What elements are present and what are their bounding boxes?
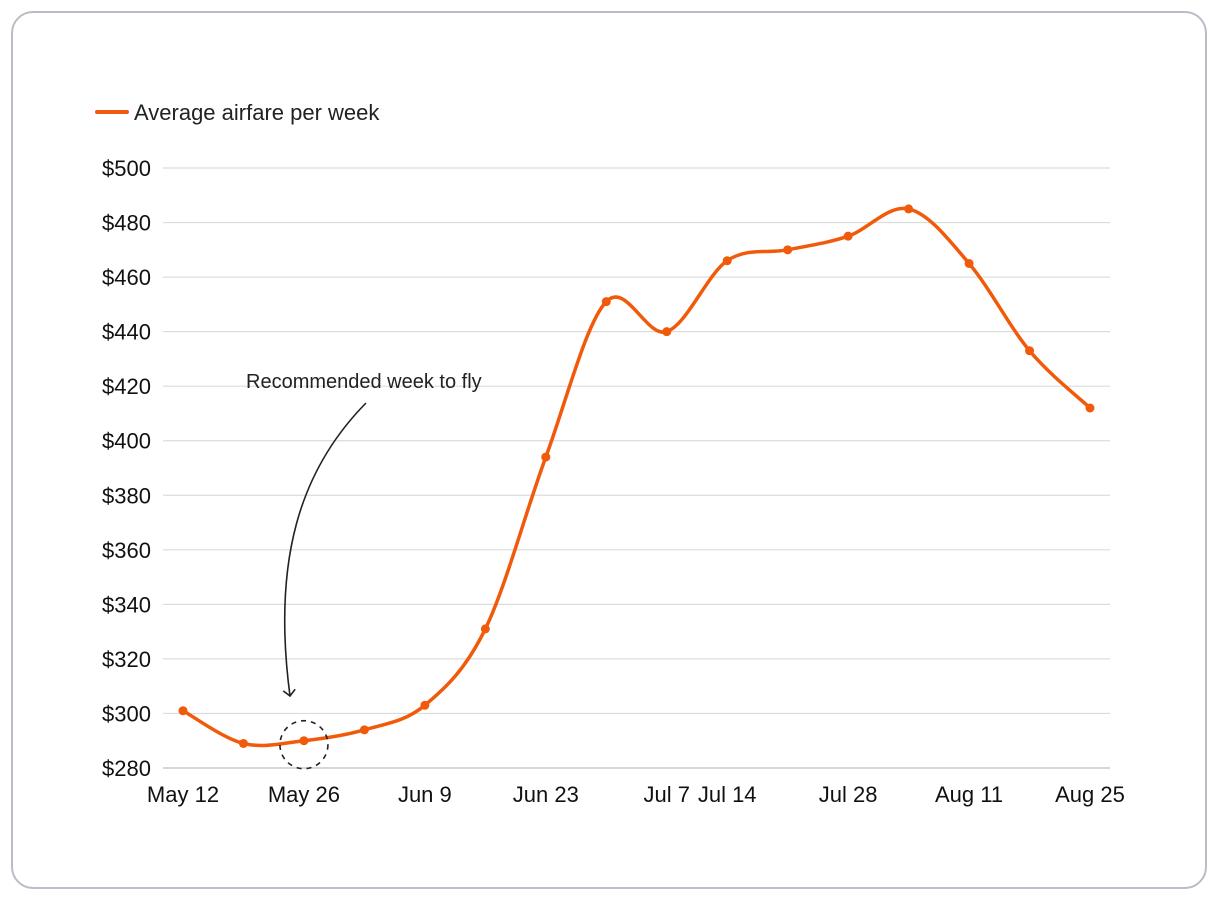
data-point	[178, 706, 188, 716]
data-point	[601, 297, 611, 307]
data-point	[904, 204, 914, 214]
y-tick-label: $320	[102, 647, 151, 672]
y-tick-label: $280	[102, 756, 151, 781]
y-tick-label: $480	[102, 211, 151, 236]
data-point	[541, 452, 551, 462]
y-tick-label: $400	[102, 429, 151, 454]
data-point	[299, 736, 309, 746]
x-tick-label: Aug 11	[935, 782, 1003, 807]
y-tick-label: $420	[102, 374, 151, 399]
y-tick-label: $300	[102, 701, 151, 726]
data-point	[964, 258, 974, 268]
x-tick-label: Jun 23	[513, 782, 579, 807]
annotation-highlight-circle	[279, 719, 329, 770]
y-tick-label: $440	[102, 320, 151, 345]
y-tick-label: $460	[102, 265, 151, 290]
data-point	[359, 725, 369, 735]
legend-label: Average airfare per week	[134, 100, 380, 125]
data-point	[783, 245, 793, 255]
x-tick-label: Aug 25	[1055, 782, 1125, 807]
data-point	[662, 327, 672, 337]
series-points	[178, 204, 1095, 748]
data-point	[843, 231, 853, 241]
annotation: Recommended week to fly	[246, 371, 482, 770]
x-tick-label: Jun 9	[398, 782, 452, 807]
y-tick-label: $340	[102, 592, 151, 617]
chart-card	[11, 11, 1207, 889]
x-axis-ticks: May 12 May 26 Jun 9 Jun 23 Jul 7 Jul 14 Jul 28…	[147, 782, 1125, 807]
y-axis-ticks: $280 $300 $320 $340 $360 $380 $400 $420 $440 $460…	[102, 156, 151, 781]
x-tick-label: Jul 7	[643, 782, 689, 807]
data-point	[420, 700, 430, 710]
annotation-arrow	[282, 402, 367, 698]
x-tick-label: May 26	[268, 782, 340, 807]
data-point	[722, 256, 732, 266]
grid-lines	[163, 167, 1110, 769]
series-line	[181, 206, 1092, 748]
data-point	[1025, 346, 1035, 356]
x-tick-label: May 12	[147, 782, 219, 807]
y-tick-label: $500	[102, 156, 151, 181]
data-point	[480, 624, 490, 634]
data-point	[238, 738, 248, 748]
y-tick-label: $380	[102, 483, 151, 508]
x-tick-label: Jul 28	[819, 782, 878, 807]
data-point	[1085, 403, 1095, 413]
y-tick-label: $360	[102, 538, 151, 563]
legend: Average airfare per week	[95, 100, 380, 125]
x-tick-label: Jul 14	[698, 782, 757, 807]
annotation-text: Recommended week to fly	[246, 371, 482, 393]
